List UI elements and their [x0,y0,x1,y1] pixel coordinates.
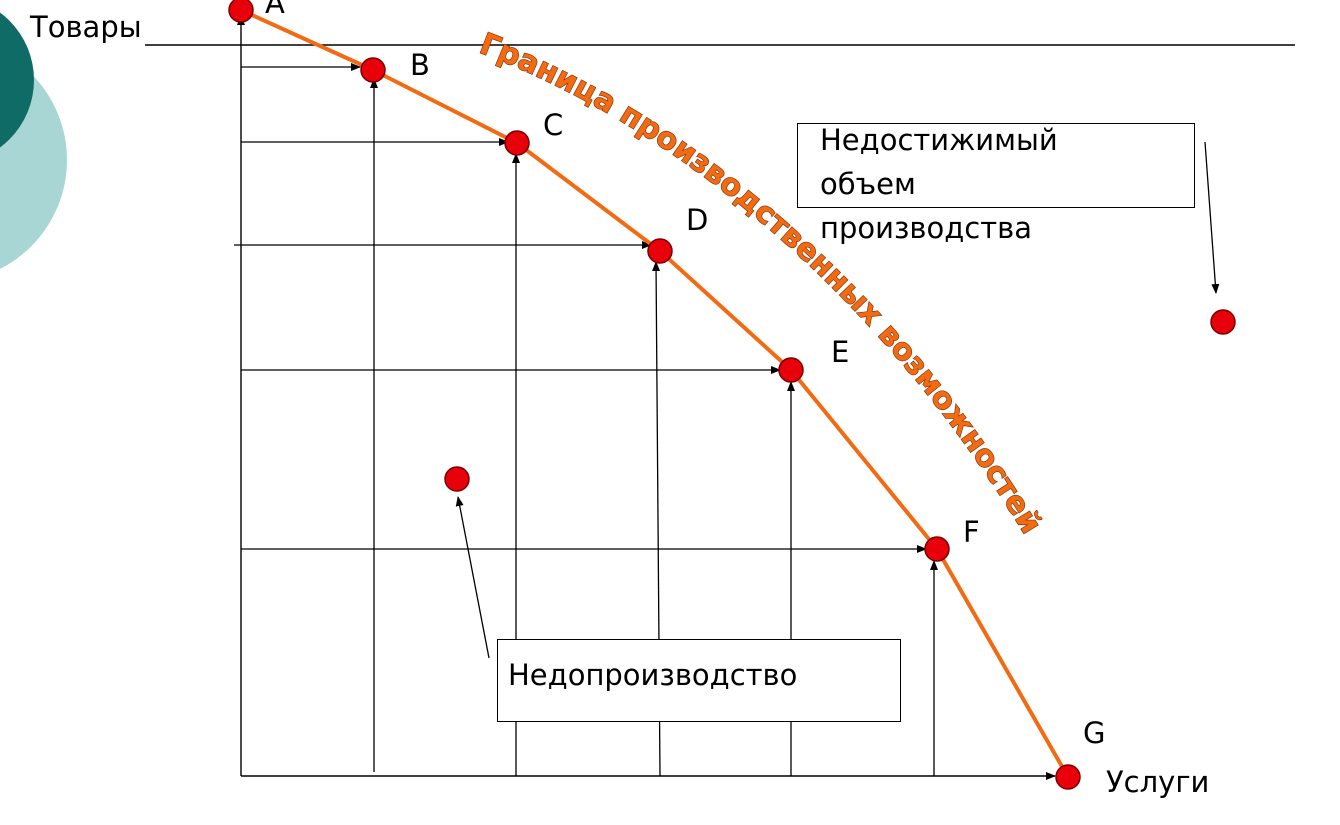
point-label-e: E [831,335,850,369]
underproduction-region-label: Недопроизводство [508,658,798,692]
point-label-g: G [1083,716,1106,750]
frontier-point-g [1055,764,1081,790]
point-label-a: A [265,0,285,20]
point-label-d: D [686,203,709,237]
frontier-point-f [924,536,950,562]
unreachable-point [1210,309,1236,335]
frontier-point-a [228,0,254,23]
frontier-title-text: Граница производственных возможностей [474,26,1048,540]
horizontal-projections [234,63,927,553]
point-label-b: B [410,48,430,82]
frontier-points [228,0,1081,790]
x-axis-label: Услуги [1106,765,1210,799]
underproduction-region-box: Недопроизводство [497,639,901,722]
y-axis-label: Товары [30,10,142,44]
frontier-point-d [647,238,673,264]
frontier-point-b [360,57,386,83]
frontier-point-c [504,130,530,156]
frontier-point-e [778,357,804,383]
decor-circle-dark [0,12,34,148]
point-label-c: C [543,108,564,142]
slide-decoration [0,12,67,269]
unreachable-pointer-arrow [1204,141,1220,294]
underproduction-point [444,466,470,492]
unreachable-region-label: Недостижимый объем производства [820,123,1058,245]
point-label-f: F [963,515,980,549]
frontier-title: Граница производственных возможностей [475,27,1048,540]
underproduction-pointer-arrow [455,496,490,659]
unreachable-region-box: Недостижимый объем производства [797,123,1195,245]
